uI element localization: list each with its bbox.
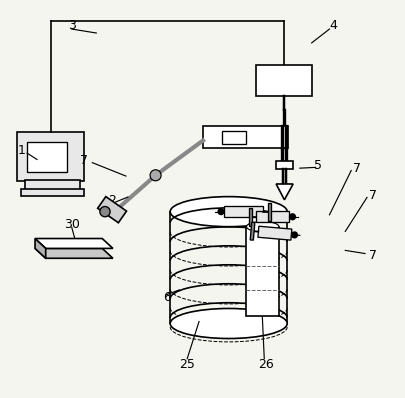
Text: 5: 5	[313, 159, 321, 172]
Polygon shape	[275, 184, 292, 200]
Bar	[17, 132, 84, 181]
Ellipse shape	[291, 232, 296, 238]
Text: 7: 7	[79, 154, 87, 167]
Text: 1: 1	[18, 144, 26, 157]
Polygon shape	[224, 206, 262, 217]
Ellipse shape	[246, 222, 278, 232]
Text: 2: 2	[108, 195, 116, 207]
Polygon shape	[35, 238, 46, 258]
Polygon shape	[35, 248, 113, 258]
Bar	[202, 126, 287, 148]
Ellipse shape	[150, 170, 161, 181]
Ellipse shape	[289, 214, 294, 220]
Polygon shape	[257, 226, 291, 240]
Bar	[222, 131, 245, 144]
Polygon shape	[267, 203, 270, 220]
Bar	[21, 189, 84, 196]
Bar	[246, 227, 279, 316]
Text: 3: 3	[68, 20, 76, 32]
Ellipse shape	[217, 209, 223, 215]
Polygon shape	[249, 222, 254, 240]
Polygon shape	[248, 208, 252, 226]
Polygon shape	[256, 211, 289, 222]
Text: 26: 26	[258, 358, 273, 371]
Text: 4: 4	[329, 20, 337, 32]
Text: 7: 7	[352, 162, 360, 175]
Polygon shape	[35, 238, 113, 248]
Text: 30: 30	[64, 218, 79, 231]
Text: 7: 7	[368, 189, 376, 201]
Text: 6: 6	[162, 291, 170, 304]
Ellipse shape	[170, 308, 286, 339]
Text: 25: 25	[179, 358, 195, 371]
Polygon shape	[98, 197, 126, 223]
Text: 7: 7	[368, 249, 376, 261]
Ellipse shape	[170, 197, 286, 227]
Bar	[25, 180, 80, 190]
Ellipse shape	[100, 207, 110, 217]
Bar	[27, 142, 66, 172]
Bar	[256, 64, 311, 96]
Bar	[275, 161, 292, 170]
